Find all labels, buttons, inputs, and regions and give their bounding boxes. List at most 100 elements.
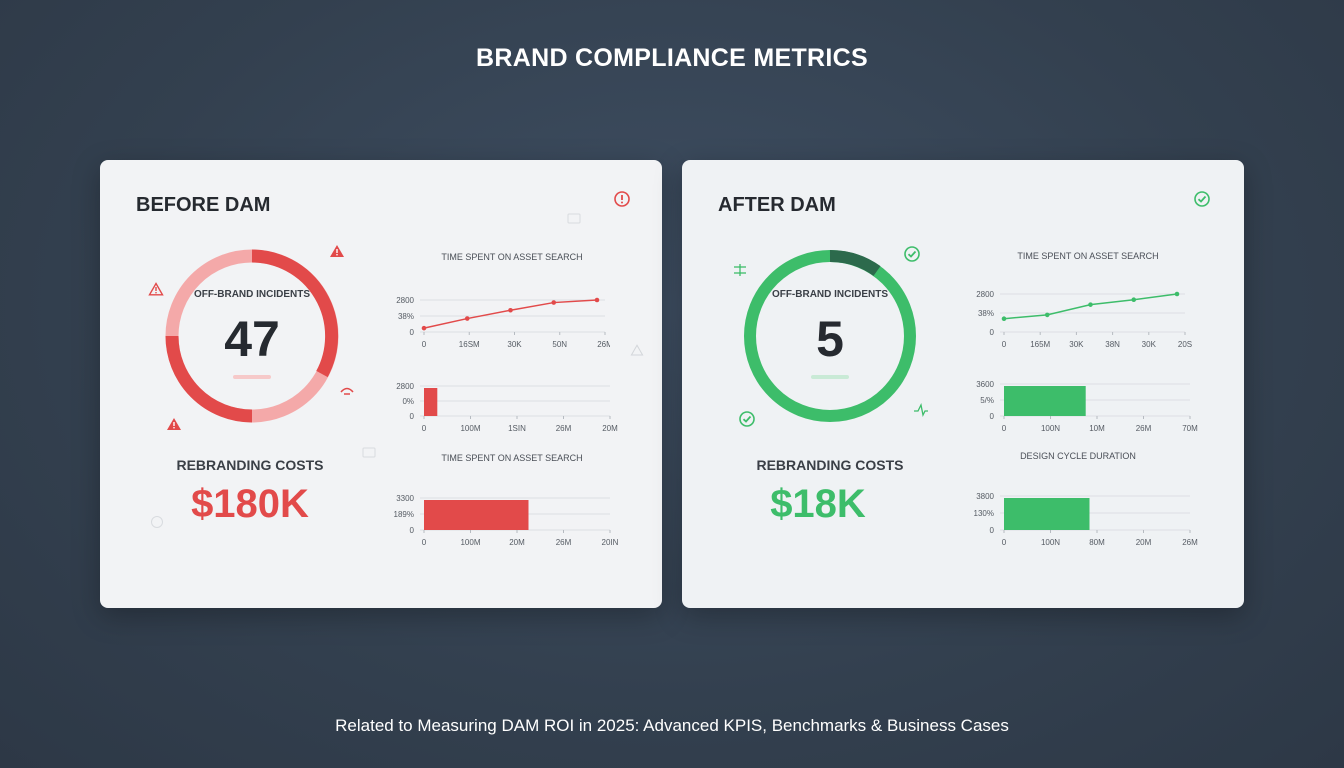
data-point: [508, 307, 513, 313]
y-tick-label: 130%: [974, 509, 994, 518]
broken-link-icon: [340, 387, 354, 395]
y-tick-label: 0: [990, 328, 995, 337]
bar: [424, 500, 529, 530]
chart-title: TIME SPENT ON ASSET SEARCH: [441, 252, 583, 262]
data-point: [1088, 302, 1093, 307]
check-circle-icon: [904, 246, 920, 262]
rebranding-costs-label: REBRANDING COSTS: [756, 457, 904, 473]
y-tick-label: 38%: [978, 309, 994, 318]
after-panel-title: AFTER DAM: [718, 194, 836, 216]
x-tick-label: 20M: [509, 538, 525, 546]
before-bar-chart-2: 3300 189% 00 100M 20M 26M 20IN: [394, 494, 619, 546]
x-tick-label: 20M: [602, 424, 618, 432]
chart-title: TIME SPENT ON ASSET SEARCH: [441, 453, 583, 463]
x-tick-label: 30K: [1069, 340, 1084, 349]
before-line-chart: 2800 38% 00 16SM 30K 50N 26M: [396, 296, 610, 349]
warning-icon: [330, 245, 344, 257]
gauge-divider: [811, 375, 849, 379]
data-point: [1001, 316, 1007, 321]
y-tick-label: 0: [410, 526, 415, 535]
faint-folder-icon: [362, 447, 376, 458]
x-tick-label: 0: [1002, 538, 1007, 546]
gauge-value: 47: [224, 311, 280, 367]
after-panel: AFTER DAM OFF-BRAND INCIDENTS 5 REBRANDI…: [682, 160, 1244, 608]
x-tick-label: 26M: [556, 424, 572, 432]
x-tick-label: 26M: [1136, 424, 1152, 432]
x-tick-label: 20IN: [602, 538, 619, 546]
data-point: [1131, 297, 1137, 302]
x-tick-label: 26M: [556, 538, 572, 546]
data-point: [594, 297, 600, 303]
y-tick-label: 5/%: [980, 396, 994, 405]
y-tick-label: 0%: [402, 397, 414, 406]
faint-clock-icon: [151, 516, 163, 528]
x-tick-label: 1SIN: [508, 424, 526, 432]
check-circle-icon: [739, 411, 755, 427]
gauge-label: OFF-BRAND INCIDENTS: [193, 289, 311, 300]
gauge-ring: [744, 249, 916, 422]
x-tick-label: 20S: [1178, 340, 1192, 349]
rebranding-costs-label: REBRANDING COSTS: [176, 457, 324, 473]
x-tick-label: 80M: [1089, 538, 1105, 546]
y-tick-label: 38%: [398, 312, 414, 321]
x-tick-label: 0: [422, 340, 427, 349]
bar: [1004, 498, 1090, 530]
data-point: [421, 325, 427, 331]
x-tick-label: 0: [422, 538, 427, 546]
y-tick-label: 2800: [976, 290, 994, 299]
x-tick-label: 0: [1002, 424, 1007, 432]
sparkle-icon: [734, 264, 746, 276]
warning-outline-icon: [148, 282, 164, 296]
y-tick-label: 0: [410, 412, 415, 421]
x-tick-label: 50N: [552, 340, 567, 349]
data-point: [1044, 312, 1050, 318]
after-bar-chart-2: 3800 130% 00 100N 80M 20M 26M: [974, 492, 1199, 546]
before-panel: BEFORE DAM OFF-BRAND INCIDENTS 47: [100, 160, 662, 608]
series-line: [423, 299, 598, 329]
before-bar-chart: 2800 0% 00 100M 1SIN 26M 20M: [396, 382, 618, 432]
rebranding-costs-value: $18K: [770, 482, 866, 526]
x-tick-label: 0: [1002, 340, 1007, 349]
x-tick-label: 20M: [1136, 538, 1152, 546]
page-title: BRAND COMPLIANCE METRICS: [476, 44, 868, 72]
pulse-icon: [914, 403, 928, 417]
gauge-ring: [165, 249, 339, 423]
alert-circle-icon: [614, 191, 630, 207]
bar: [1004, 386, 1086, 416]
gauge-label: OFF-BRAND INCIDENTS: [771, 289, 889, 300]
x-tick-label: 16SM: [459, 340, 480, 349]
warning-icon: [167, 418, 181, 430]
chart-title: DESIGN CYCLE DURATION: [1020, 451, 1136, 461]
x-tick-label: 165M: [1030, 340, 1050, 349]
x-tick-label: 26M: [597, 340, 610, 349]
y-tick-label: 0: [990, 526, 995, 535]
x-tick-label: 10M: [1089, 424, 1105, 432]
off-brand-incidents-gauge: OFF-BRAND INCIDENTS 5: [740, 246, 920, 426]
after-bar-chart: 3600 5/% 00 100N 10M 26M 70M: [976, 380, 1198, 432]
check-circle-icon: [1194, 191, 1210, 207]
x-tick-label: 100M: [460, 424, 480, 432]
y-tick-label: 2800: [396, 296, 414, 305]
gauge-divider: [233, 375, 271, 379]
y-tick-label: 2800: [396, 382, 414, 391]
faint-folder-icon: [567, 213, 581, 224]
bar: [424, 388, 438, 416]
data-point: [551, 300, 557, 305]
x-tick-label: 100M: [460, 538, 480, 546]
x-tick-label: 26M: [1182, 538, 1198, 546]
data-point: [1174, 291, 1180, 297]
after-line-chart: 2800 38% 00 165M 30K 38N 30K 20S: [976, 290, 1192, 349]
x-tick-label: 0: [422, 424, 427, 432]
y-tick-label: 189%: [394, 510, 414, 519]
x-tick-label: 30K: [507, 340, 522, 349]
chart-title: TIME SPENT ON ASSET SEARCH: [1017, 251, 1159, 261]
x-tick-label: 100N: [1041, 538, 1060, 546]
x-tick-label: 100N: [1041, 424, 1060, 432]
y-tick-label: 3300: [396, 494, 414, 503]
y-tick-label: 0: [990, 412, 995, 421]
y-tick-label: 3800: [976, 492, 994, 501]
data-point: [464, 316, 470, 321]
x-tick-label: 38N: [1105, 340, 1120, 349]
rebranding-costs-value: $180K: [191, 482, 309, 526]
before-panel-title: BEFORE DAM: [136, 194, 271, 216]
